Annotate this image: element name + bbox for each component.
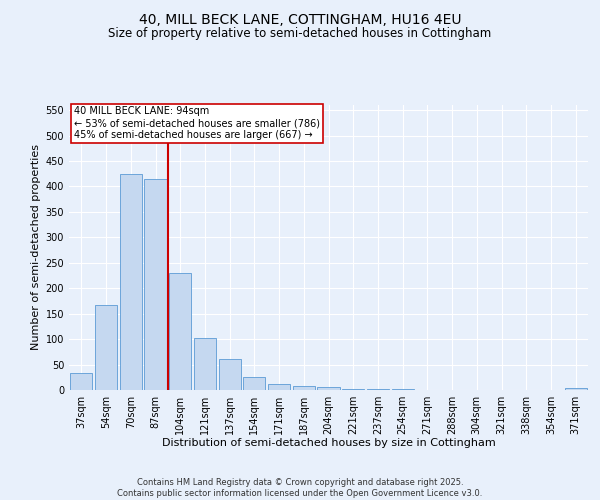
Bar	[317, 388, 340, 390]
Bar	[218, 360, 241, 390]
Bar	[119, 174, 142, 390]
Bar	[95, 304, 117, 390]
Bar	[268, 384, 290, 390]
Bar	[243, 378, 265, 390]
Text: 40 MILL BECK LANE: 94sqm
← 53% of semi-detached houses are smaller (786)
45% of : 40 MILL BECK LANE: 94sqm ← 53% of semi-d…	[74, 106, 320, 140]
Bar	[293, 386, 315, 390]
Bar	[70, 373, 92, 390]
Bar	[169, 273, 191, 390]
Text: Contains HM Land Registry data © Crown copyright and database right 2025.
Contai: Contains HM Land Registry data © Crown c…	[118, 478, 482, 498]
Bar	[565, 388, 587, 390]
Bar	[145, 179, 167, 390]
Text: Size of property relative to semi-detached houses in Cottingham: Size of property relative to semi-detach…	[109, 28, 491, 40]
Bar	[342, 389, 364, 390]
Bar	[194, 338, 216, 390]
Text: 40, MILL BECK LANE, COTTINGHAM, HU16 4EU: 40, MILL BECK LANE, COTTINGHAM, HU16 4EU	[139, 12, 461, 26]
Y-axis label: Number of semi-detached properties: Number of semi-detached properties	[31, 144, 41, 350]
X-axis label: Distribution of semi-detached houses by size in Cottingham: Distribution of semi-detached houses by …	[161, 438, 496, 448]
